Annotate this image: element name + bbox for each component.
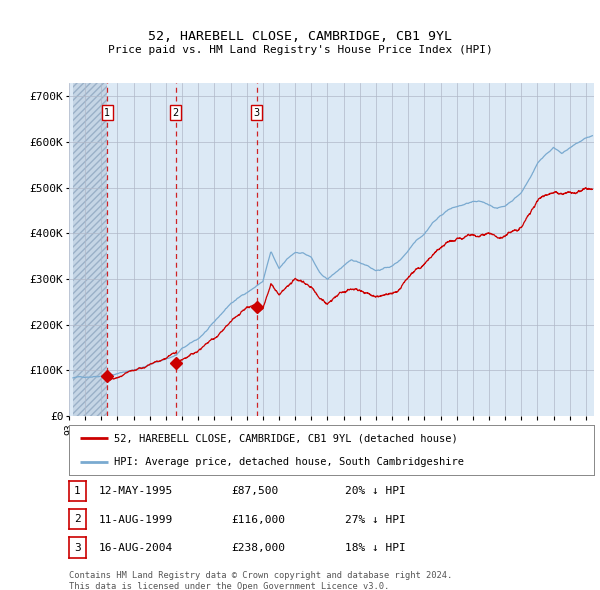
Text: HPI: Average price, detached house, South Cambridgeshire: HPI: Average price, detached house, Sout…: [113, 457, 464, 467]
Text: £238,000: £238,000: [231, 543, 285, 553]
Text: 3: 3: [74, 543, 81, 552]
Text: 52, HAREBELL CLOSE, CAMBRIDGE, CB1 9YL (detached house): 52, HAREBELL CLOSE, CAMBRIDGE, CB1 9YL (…: [113, 433, 457, 443]
Text: 52, HAREBELL CLOSE, CAMBRIDGE, CB1 9YL: 52, HAREBELL CLOSE, CAMBRIDGE, CB1 9YL: [148, 30, 452, 43]
Text: 1: 1: [104, 107, 110, 117]
Text: 16-AUG-2004: 16-AUG-2004: [99, 543, 173, 553]
Text: 18% ↓ HPI: 18% ↓ HPI: [345, 543, 406, 553]
Text: Price paid vs. HM Land Registry's House Price Index (HPI): Price paid vs. HM Land Registry's House …: [107, 45, 493, 54]
Bar: [73, 83, 107, 416]
Text: £116,000: £116,000: [231, 515, 285, 525]
Text: 11-AUG-1999: 11-AUG-1999: [99, 515, 173, 525]
Text: 20% ↓ HPI: 20% ↓ HPI: [345, 487, 406, 496]
Text: 2: 2: [173, 107, 179, 117]
Text: 12-MAY-1995: 12-MAY-1995: [99, 487, 173, 496]
Text: 2: 2: [74, 514, 81, 524]
Text: 1: 1: [74, 486, 81, 496]
Text: 3: 3: [254, 107, 260, 117]
Text: 27% ↓ HPI: 27% ↓ HPI: [345, 515, 406, 525]
Text: £87,500: £87,500: [231, 487, 278, 496]
Text: Contains HM Land Registry data © Crown copyright and database right 2024.
This d: Contains HM Land Registry data © Crown c…: [69, 571, 452, 590]
